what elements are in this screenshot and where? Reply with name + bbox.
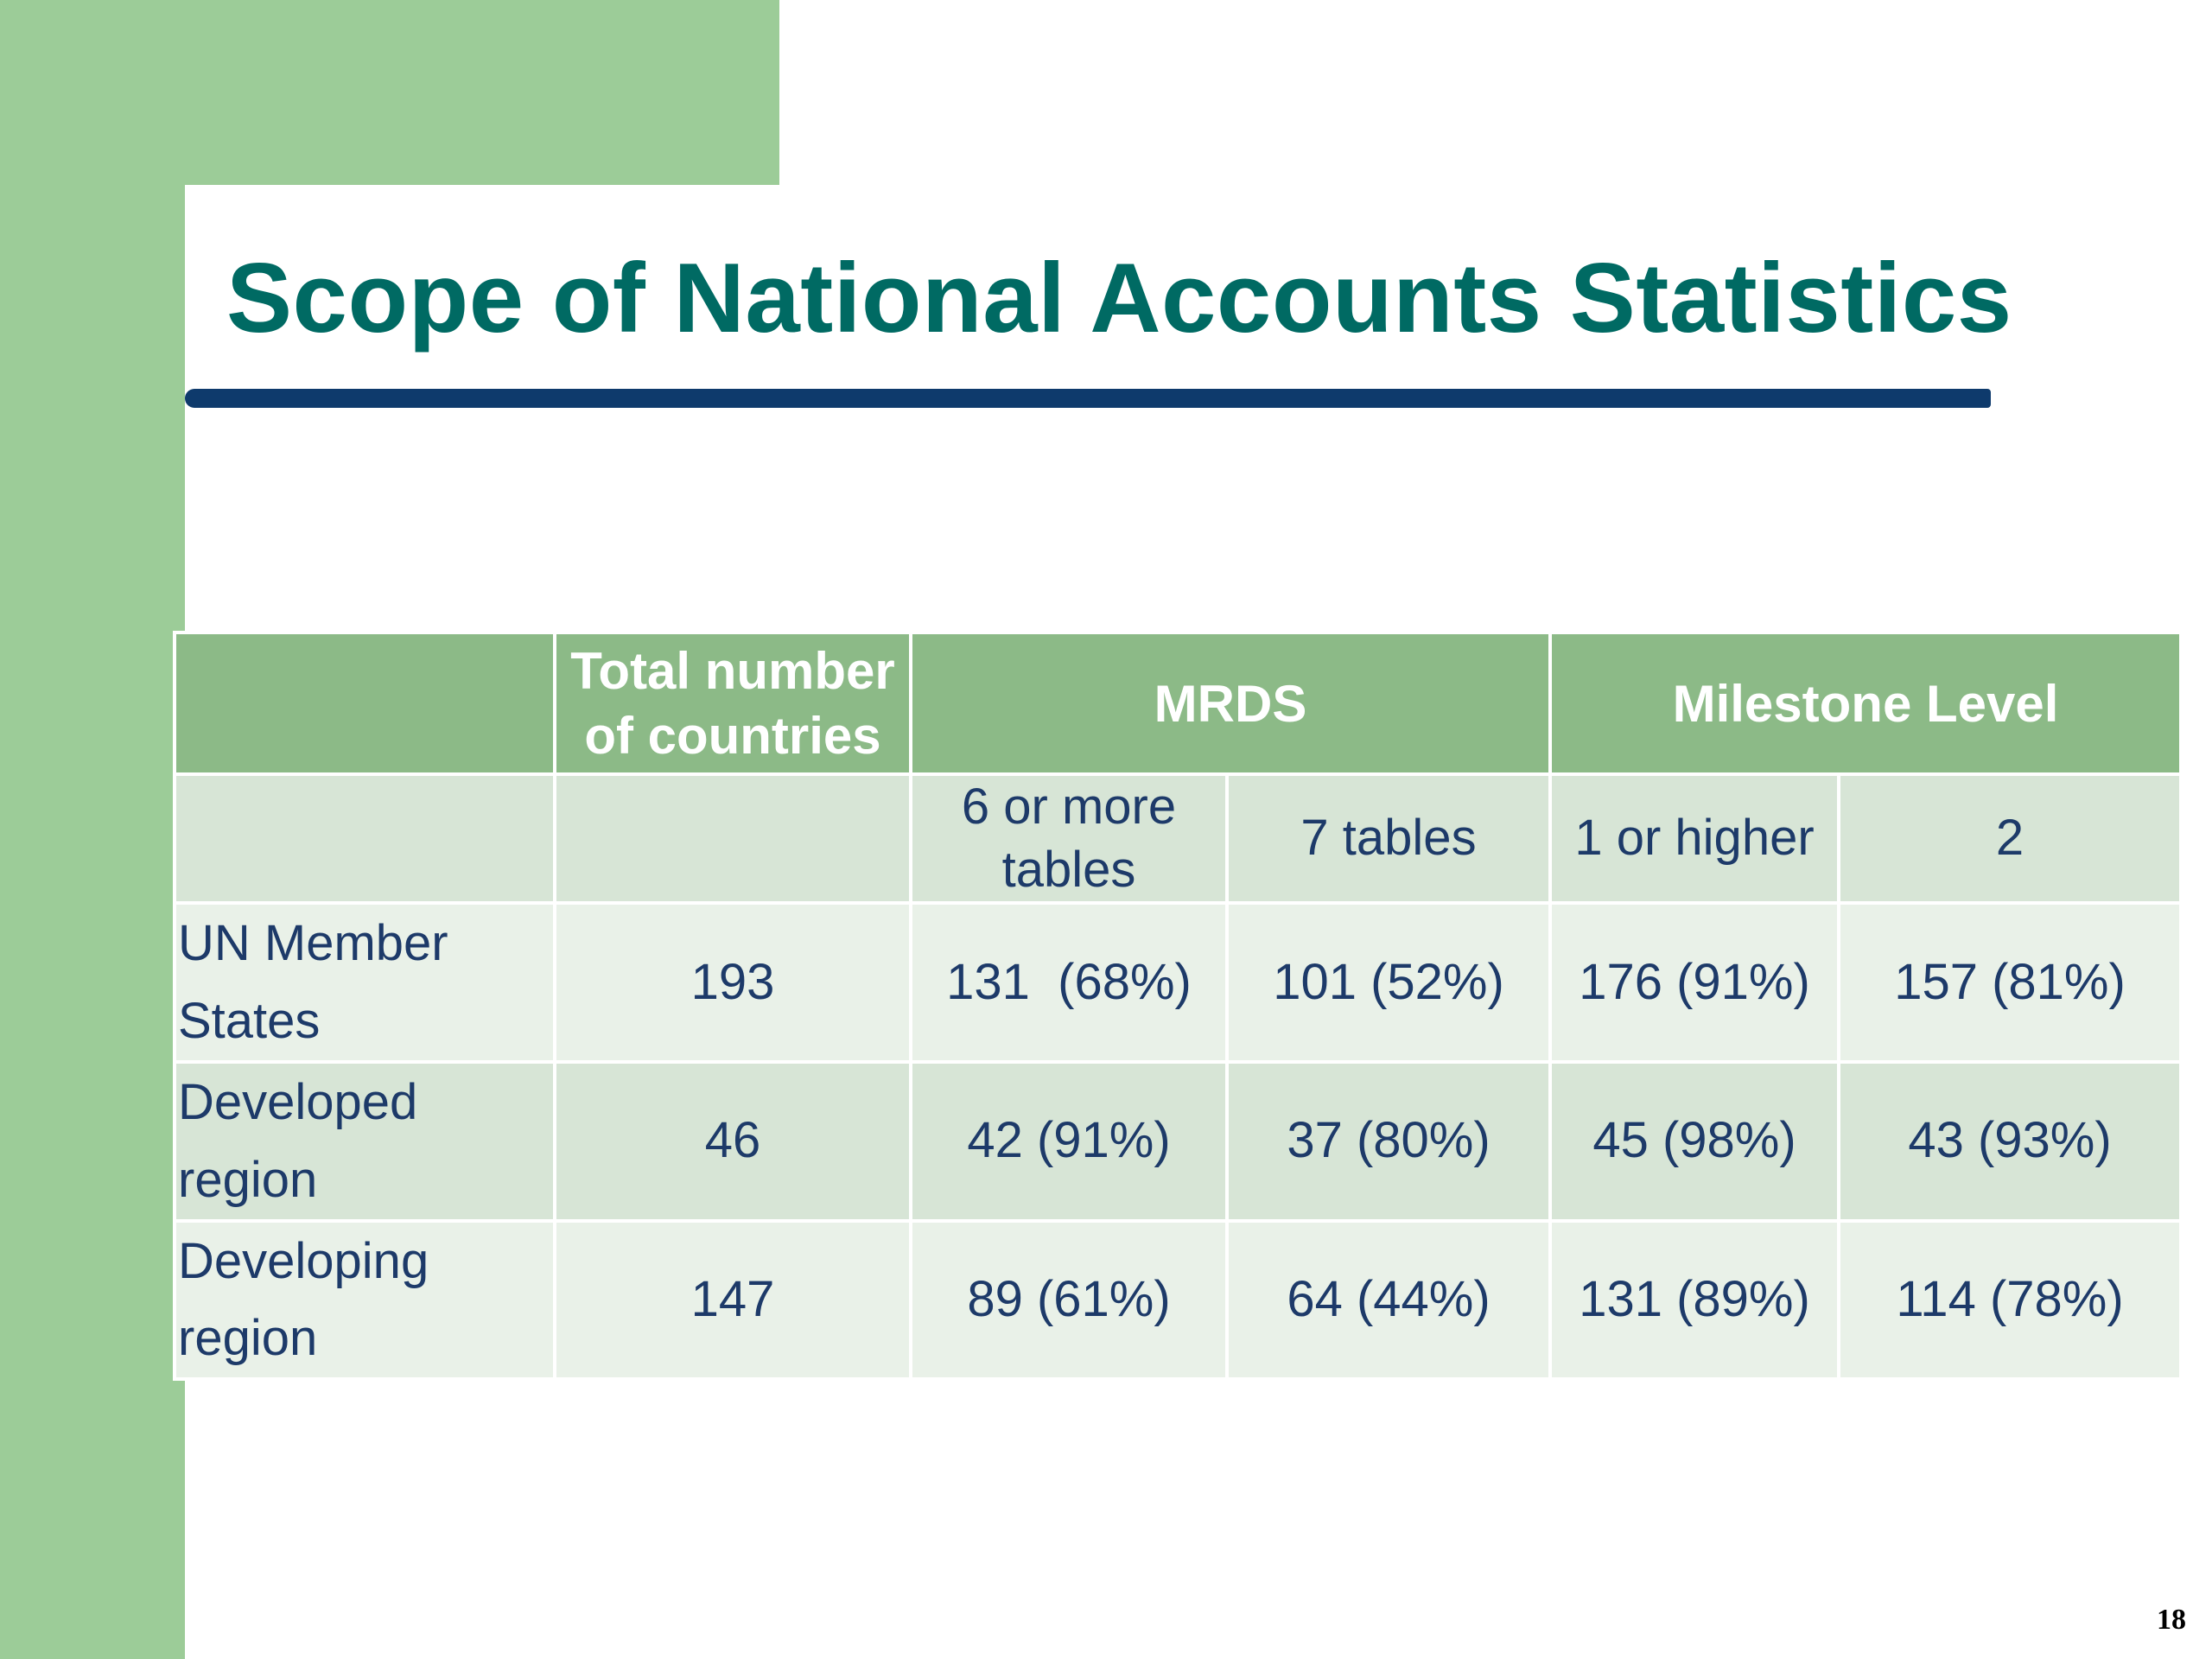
table-row: Developed region 46 42 (91%) 37 (80%) 45… xyxy=(173,1059,2183,1223)
header-milestone-level: Milestone Level xyxy=(1548,631,2183,776)
title-underline xyxy=(185,389,1991,408)
header-corner-cell xyxy=(173,631,556,776)
cell-mrds-7: 101 (52%) xyxy=(1224,901,1553,1064)
cell-mrds-6: 131 (68%) xyxy=(909,901,1229,1064)
cell-milestone-1: 45 (98%) xyxy=(1548,1059,1841,1223)
row-label: Developed region xyxy=(173,1059,556,1223)
header-total-countries: Total number of countries xyxy=(553,631,912,776)
slide-title: Scope of National Accounts Statistics xyxy=(226,244,2012,353)
subheader-mrds-7-tables: 7 tables xyxy=(1224,772,1553,905)
cell-mrds-6: 42 (91%) xyxy=(909,1059,1229,1223)
subheader-corner-cell xyxy=(173,772,556,905)
cell-total: 46 xyxy=(553,1059,912,1223)
subheader-mrds-6-or-more: 6 or more tables xyxy=(909,772,1229,905)
cell-milestone-2: 114 (78%) xyxy=(1837,1218,2183,1382)
page-number: 18 xyxy=(2157,1604,2186,1636)
cell-total: 193 xyxy=(553,901,912,1064)
row-label: UN Member States xyxy=(173,901,556,1064)
subheader-milestone-2: 2 xyxy=(1837,772,2183,905)
table-subheader-row: 6 or more tables 7 tables 1 or higher 2 xyxy=(173,772,2183,905)
header-mrds: MRDS xyxy=(908,631,1553,776)
cell-milestone-2: 157 (81%) xyxy=(1837,901,2183,1064)
table-row: UN Member States 193 131 (68%) 101 (52%)… xyxy=(173,901,2183,1064)
cell-milestone-1: 131 (89%) xyxy=(1548,1218,1841,1382)
statistics-table: Total number of countries MRDS Milestone… xyxy=(173,631,2183,1382)
subheader-milestone-1-or-higher: 1 or higher xyxy=(1548,772,1841,905)
cell-milestone-2: 43 (93%) xyxy=(1837,1059,2183,1223)
cell-mrds-6: 89 (61%) xyxy=(909,1218,1229,1382)
table-row: Developing region 147 89 (61%) 64 (44%) … xyxy=(173,1218,2183,1382)
table-header-row: Total number of countries MRDS Milestone… xyxy=(173,631,2183,776)
cell-mrds-7: 37 (80%) xyxy=(1224,1059,1553,1223)
subheader-total-cell xyxy=(553,772,912,905)
cell-mrds-7: 64 (44%) xyxy=(1224,1218,1553,1382)
row-label: Developing region xyxy=(173,1218,556,1382)
cell-total: 147 xyxy=(553,1218,912,1382)
cell-milestone-1: 176 (91%) xyxy=(1548,901,1841,1064)
decorative-band-left xyxy=(0,0,185,1659)
